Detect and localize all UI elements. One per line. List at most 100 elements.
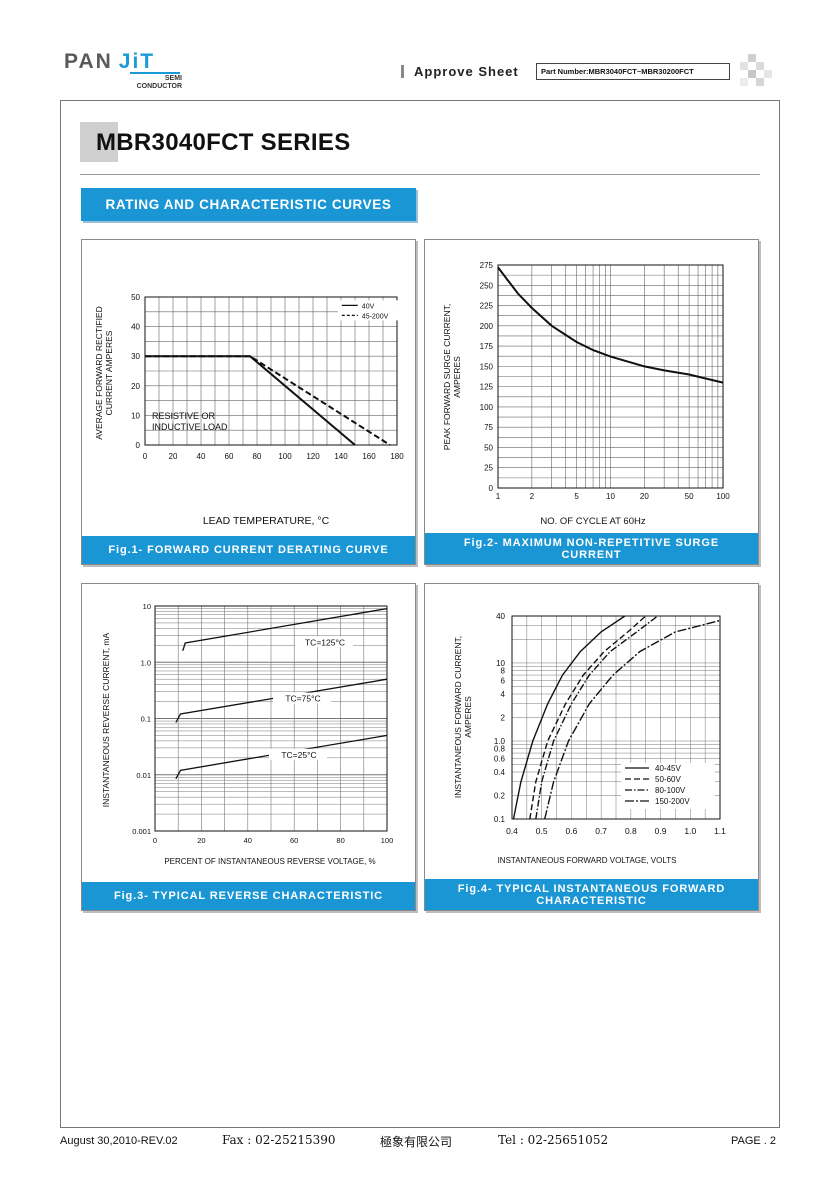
fig3-ytick: 1.0 <box>141 658 151 667</box>
fig4-xlabel: INSTANTANEOUS FORWARD VOLTAGE, VOLTS <box>498 856 677 865</box>
title-divider <box>80 174 760 175</box>
fig3-xtick: 0 <box>153 836 157 845</box>
fig2-chart: 1 2 5 10 20 50 1000255075100125150175200225250… <box>442 261 730 527</box>
fig3-series-line <box>182 607 388 651</box>
fig1-annotation-2: INDUCTIVE LOAD <box>152 422 228 432</box>
fig3-label-bg <box>295 636 353 648</box>
fig4-ytick: 6 <box>501 676 506 685</box>
fig4-xtick: 0.7 <box>595 826 607 836</box>
fig4-xtick: 1.0 <box>684 826 696 836</box>
fig1-plot-border <box>144 296 398 446</box>
fig3-xtick: 100 <box>381 836 394 845</box>
fig1-series-line <box>145 355 391 446</box>
fig2-plot-border <box>497 264 724 489</box>
page-title: MBR3040FCT SERIES <box>96 129 351 156</box>
footer-fax: Fax : 02-25215390 <box>222 1133 336 1147</box>
fig3-xtick: 80 <box>336 836 344 845</box>
fig1-ytick: 40 <box>131 323 140 332</box>
fig2-ytick: 175 <box>480 342 494 351</box>
fig2-ytick: 0 <box>489 484 494 493</box>
fig3-plot-border <box>154 605 388 832</box>
fig2-ylabel-1: PEAK FORWARD SURGE CURRENT, <box>442 304 452 450</box>
fig4-series-line <box>529 615 647 820</box>
fig2-xtick: 5 <box>574 492 579 501</box>
page-frame <box>60 100 780 1128</box>
fig4-series-line <box>544 619 721 820</box>
fig2-series-line <box>497 266 724 384</box>
fig3-panel: 0 20 40 60 80 100 0.001 0.01 0.1 1.0 10 TC=125°C TC=… <box>81 583 416 911</box>
fig4-ylabel-2: AMPERES <box>463 696 473 738</box>
fig4-ytick: 2 <box>501 714 506 723</box>
fig2-ytick: 225 <box>480 302 494 311</box>
footer-company: 極象有限公司 <box>380 1135 453 1149</box>
fig1-chart: 0 20 40 60 80 100 120 140 160 180 0 10 20 30 40 50 40V 45… <box>94 293 404 527</box>
fig2-ytick: 250 <box>480 281 494 290</box>
fig4-legend-label: 40-45V <box>655 764 681 773</box>
fig4-ytick: 10 <box>496 659 505 668</box>
fig4-xtick: 1.1 <box>714 826 726 836</box>
fig1-xlabel: LEAD TEMPERATURE, °C <box>203 515 330 527</box>
fig4-legend-label: 50-60V <box>655 775 681 784</box>
fig1-xtick: 80 <box>253 452 262 461</box>
fig4-xtick: 0.4 <box>506 826 518 836</box>
fig3-xtick: 60 <box>290 836 298 845</box>
logo-semi: SEMI <box>164 75 182 82</box>
logo-jit: JiT <box>118 50 156 73</box>
fig4-caption: Fig.4- TYPICAL INSTANTANEOUS FORWARD CHA… <box>425 879 758 910</box>
fig4-xtick: 0.8 <box>625 826 637 836</box>
fig3-xtick: 40 <box>244 836 252 845</box>
fig2-ytick: 75 <box>484 423 493 432</box>
fig4-ytick: 40 <box>496 612 505 621</box>
fig4-ytick: 0.4 <box>494 768 506 777</box>
fig1-legend-label: 45-200V <box>362 313 389 320</box>
fig3-label-bg <box>269 748 327 760</box>
fig4-plot-border <box>511 615 721 820</box>
fig2-ytick: 275 <box>480 261 494 270</box>
checker-pattern-icon <box>740 54 772 86</box>
title-accent <box>80 122 118 162</box>
approve-sheet-label: Approve Sheet <box>414 64 519 79</box>
fig1-xtick: 140 <box>334 452 348 461</box>
fig3-xtick: 20 <box>197 836 205 845</box>
logo-underline <box>130 72 180 74</box>
approve-marker <box>401 65 404 78</box>
fig2-ytick: 150 <box>480 362 494 371</box>
fig2-xtick: 100 <box>716 492 730 501</box>
fig4-ytick: 0.2 <box>494 792 506 801</box>
fig3-ytick: 0.1 <box>141 715 151 724</box>
section-banner: RATING AND CHARACTERISTIC CURVES <box>81 188 416 221</box>
fig2-ytick: 125 <box>480 383 494 392</box>
fig4-ytick: 4 <box>501 690 506 699</box>
fig2-xtick: 50 <box>685 492 694 501</box>
fig1-legend-label: 40V <box>362 303 375 310</box>
fig4-ytick: 0.8 <box>494 745 506 754</box>
fig1-xtick: 100 <box>278 452 292 461</box>
fig1-xtick: 120 <box>306 452 320 461</box>
fig2-xtick: 10 <box>606 492 615 501</box>
fig3-series-label: TC=75°C <box>285 694 320 704</box>
fig1-ytick: 0 <box>136 441 141 450</box>
footer-date: August 30,2010-REV.02 <box>60 1135 178 1147</box>
footer-tel: Tel : 02-25651052 <box>498 1133 609 1147</box>
fig1-legend-bg <box>337 310 400 321</box>
fig2-ytick: 25 <box>484 464 493 473</box>
fig3-chart: 0 20 40 60 80 100 0.001 0.01 0.1 1.0 10 TC=125°C TC=… <box>101 602 394 866</box>
fig3-series-line <box>175 678 388 723</box>
fig1-ytick: 10 <box>131 411 140 420</box>
fig2-ylabel-2: AMPERES <box>452 356 462 398</box>
fig4-xtick: 0.9 <box>655 826 667 836</box>
panjit-logo: PAN JiT <box>64 50 155 74</box>
fig1-xtick: 40 <box>197 452 206 461</box>
fig4-ytick: 0.6 <box>494 754 506 763</box>
fig1-xtick: 20 <box>169 452 178 461</box>
fig1-xtick: 0 <box>143 452 148 461</box>
fig2-ytick: 200 <box>480 322 494 331</box>
logo-pan: PAN <box>64 50 113 73</box>
fig2-xtick: 20 <box>640 492 649 501</box>
fig1-annotation-1: RESISTIVE OR <box>152 411 216 421</box>
fig4-xtick: 0.5 <box>536 826 548 836</box>
fig3-series-line <box>175 734 388 780</box>
fig4-series-line <box>512 615 626 820</box>
fig3-xlabel: PERCENT OF INSTANTANEOUS REVERSE VOLTAGE… <box>164 857 375 866</box>
fig4-series-line <box>535 615 659 820</box>
